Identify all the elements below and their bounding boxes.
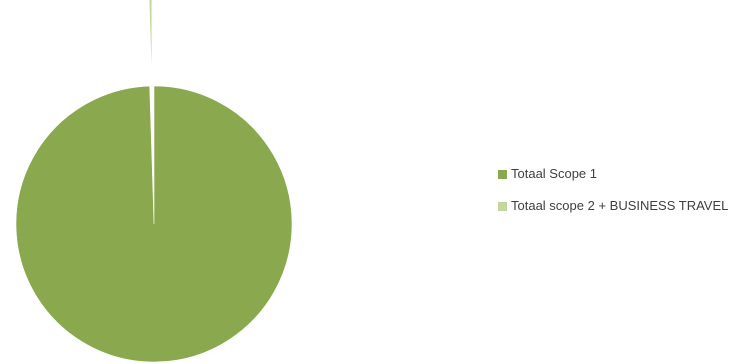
legend-item-scope-2: Totaal scope 2 + BUSINESS TRAVEL (498, 196, 743, 216)
legend-swatch-scope-2 (498, 201, 507, 211)
chart-legend: Totaal Scope 1 Totaal scope 2 + BUSINESS… (498, 164, 743, 228)
pie-slice-1 (15, 85, 293, 363)
pie-slice-2 (148, 0, 153, 87)
legend-label-scope-2: Totaal scope 2 + BUSINESS TRAVEL (511, 198, 729, 213)
legend-item-scope-1: Totaal Scope 1 (498, 164, 743, 184)
legend-swatch-scope-1 (498, 169, 507, 179)
legend-label-scope-1: Totaal Scope 1 (511, 166, 598, 181)
